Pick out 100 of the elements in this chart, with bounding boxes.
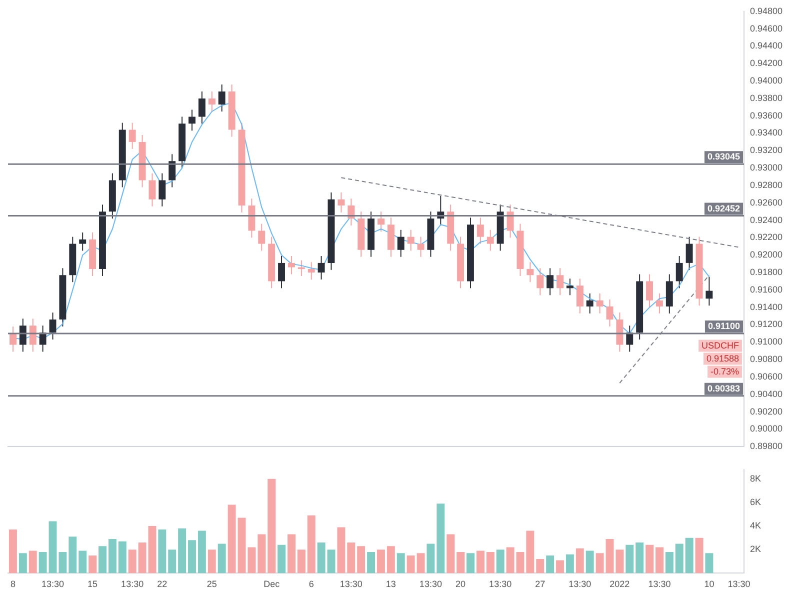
bar [636, 542, 644, 574]
candlestick [417, 236, 424, 258]
bar [606, 538, 614, 574]
y-tick-label: 0.91400 [750, 302, 783, 312]
y-tick-label: 0.91800 [750, 267, 783, 278]
bar [695, 538, 704, 574]
bar [655, 547, 664, 574]
x-tick-label: 13:30 [568, 579, 592, 590]
bar [665, 552, 674, 574]
candlestick [506, 204, 514, 238]
x-tick-label: 13:30 [648, 579, 671, 590]
y-tick-label: 8K [750, 473, 762, 484]
y-tick-label: 0.94400 [750, 40, 783, 51]
candlestick [208, 90, 216, 112]
candlestick [686, 236, 693, 270]
y-tick-label: 2K [750, 544, 762, 554]
bar [198, 530, 206, 574]
bar [626, 544, 634, 574]
candlestick [278, 255, 285, 289]
y-tick-label: 0.90400 [750, 388, 783, 399]
bar [108, 538, 116, 574]
bar [88, 556, 97, 574]
y-tick-label: 0.90200 [750, 406, 783, 416]
annotation: 0.91588 [706, 353, 740, 364]
bar [128, 550, 136, 574]
ref-line-label: 0.91100 [708, 320, 740, 331]
y-tick-label: 0.89800 [750, 441, 783, 452]
bar [546, 556, 554, 574]
bar [258, 534, 266, 574]
candlestick [49, 312, 56, 340]
x-tick-label: 10 [704, 579, 714, 590]
annotation: -0.73% [710, 366, 740, 376]
bar [596, 553, 604, 574]
y-tick-label: 0.93600 [750, 110, 783, 120]
bar [138, 542, 146, 574]
candlestick [596, 292, 604, 314]
bar [486, 552, 494, 574]
x-tick-label: 13:30 [419, 579, 442, 590]
candlestick [218, 84, 226, 112]
ref-line-label: 0.93045 [707, 152, 740, 162]
candlestick [626, 325, 634, 352]
candlestick [148, 172, 156, 207]
bar [297, 550, 306, 574]
bar [158, 530, 166, 574]
bar [376, 550, 385, 574]
y-tick-label: 0.94800 [750, 6, 783, 16]
annotation: USDCHF [702, 340, 740, 350]
bar [516, 552, 524, 574]
bar [268, 478, 276, 574]
bar [68, 536, 77, 574]
x-tick-label: 13:30 [728, 579, 750, 590]
y-tick-label: 0.93000 [750, 162, 783, 173]
bar [496, 550, 504, 574]
y-tick-label: 0.92000 [750, 250, 783, 260]
bar [307, 515, 316, 574]
bar [18, 553, 27, 574]
y-tick-label: 0.91600 [750, 284, 783, 294]
x-tick-label: 22 [157, 579, 168, 590]
bar [456, 552, 465, 574]
bar [586, 550, 594, 574]
candlestick [168, 154, 176, 188]
y-tick-label: 0.92800 [750, 180, 783, 190]
ref-line-label: 0.90383 [707, 383, 740, 394]
candlestick [656, 292, 663, 314]
candlestick [128, 122, 136, 150]
x-tick-label: 2022 [610, 579, 630, 590]
candlestick [556, 268, 564, 296]
bar [337, 527, 346, 574]
bar [58, 552, 67, 574]
y-tick-label: 0.91000 [750, 336, 783, 347]
y-tick-label: 0.91200 [750, 319, 783, 330]
bar [48, 521, 57, 574]
y-tick-label: 0.94200 [750, 58, 783, 68]
candlestick [606, 299, 614, 327]
candlestick [188, 109, 196, 132]
y-tick-label: 0.90600 [750, 371, 783, 382]
bar [436, 504, 445, 574]
y-tick-label: 4K [750, 520, 762, 531]
candlestick [526, 262, 534, 283]
x-tick-label: 20 [456, 579, 466, 590]
bar [367, 552, 376, 574]
candlestick [29, 318, 36, 352]
bar [38, 552, 47, 574]
y-tick-label: 0.90800 [750, 354, 783, 364]
bar [218, 544, 226, 574]
candlestick [318, 255, 325, 280]
ref-line-label: 0.92452 [707, 203, 740, 214]
y-tick-label: 0.92200 [750, 232, 783, 242]
candlestick [476, 217, 484, 244]
bar [396, 553, 405, 574]
candlestick [546, 268, 554, 296]
bar [178, 528, 186, 574]
bar [148, 526, 156, 574]
candlestick [39, 325, 46, 352]
bar [476, 550, 484, 574]
y-tick-label: 0.92600 [750, 197, 783, 208]
candlestick [9, 326, 16, 352]
x-tick-label: 8 [10, 579, 16, 590]
x-tick-label: Dec [264, 579, 280, 590]
candlestick [158, 172, 166, 207]
